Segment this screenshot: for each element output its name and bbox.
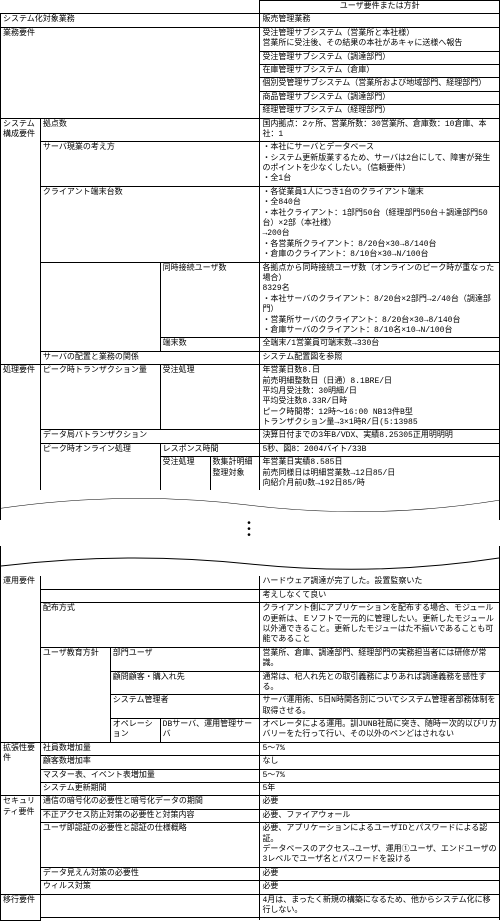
sec-r2-l: 不正アクセス防止対策の必要性と対策内容 (40, 809, 260, 822)
haifu-value: クライアント側にアプリケーションを配布する場合、モジュールの更新は、Ｅソフトで一… (260, 603, 500, 648)
databackup-value: 決算日付までの3年B/VDX、実績8.25305正用明明明 (260, 430, 500, 443)
header-right: ユーザ要件または方針 (260, 1, 500, 14)
kyouiku-r2-l: 顧問顧客・購入れ先 (110, 671, 260, 695)
client-value: ・各従業員1人につき1台のクライアント端末 ・全840台 ・本社クライアント：1… (260, 186, 500, 262)
kaku-r1-v: 5～7% (260, 742, 500, 755)
sec-r3-v: 必要、アプリケーションによるユーザIDとパスワードによる認証。 データベースのア… (260, 823, 500, 868)
server-value: ・本社にサーバとデータベース ・システム更新版業するため、サーバは2台にして、障… (260, 142, 500, 187)
page-break-bottom (0, 546, 500, 576)
sec-r1-l: 通信の暗号化の必要性と暗号化データの期間 (40, 796, 260, 809)
server-label: サーバ現業の考え方 (40, 142, 260, 187)
gyomu-v5: 商品管理サブシステム（調達部門） (260, 91, 500, 104)
databackup-label: データ局バトランザクション (40, 430, 260, 443)
kaku-r1-l: 社員数増加量 (40, 742, 260, 755)
gyomu-v1: 受注管理サブシステム（営業所と本社様）営業所に受注後、その結果の本社があキャに送… (260, 27, 500, 51)
peak-online-r2: 受注処理 (160, 457, 210, 491)
peak-online-r2b: 数集計明細整理対象 (210, 457, 260, 491)
sec-r3-l: ユーザ即認証の必要性と認証の仕様概略 (40, 823, 260, 868)
kaku-r3-v: 5～7% (260, 769, 500, 782)
row-unyou-label: 運用要件 (1, 576, 41, 742)
peak-tr-sub: 受注処理 (160, 365, 260, 430)
kyouiku-r1-l: 部門ユーザ (110, 647, 260, 671)
sec-r1-v: 必要 (260, 796, 500, 809)
kaku-r2-v: なし (260, 756, 500, 769)
row-systemka-label: システム化対象業務 (1, 14, 260, 27)
row-systemka-value: 販売管理業務 (260, 14, 500, 27)
sec-r2-v: 必要、ファイアウォール (260, 809, 500, 822)
kyouiku-r2-v: 通常は、杞人れ先との取引義務によりあれば調達義務を感性する。 (260, 671, 500, 695)
kaku-r4-v: 5年 (260, 783, 500, 796)
peak-tr-value: 年営業日数8.日 前売明細整数日（日通）8.1BRE/日 平均月受注数：30明細… (260, 365, 500, 430)
sec-r5-l: ウィルス対策 (40, 881, 260, 894)
kyoten-label: 拠点数 (40, 118, 260, 142)
haichi-label: サーバの配置と業務の関係 (40, 351, 260, 364)
gyomu-v2: 受注管理サブシステム（調達部門） (260, 51, 500, 64)
gyomu-v3: 在庫管理サブシステム（倉庫） (260, 64, 500, 77)
oshirase-label (40, 589, 260, 602)
gyomu-v6: 経理管理サブシステム（経理部門） (260, 105, 500, 118)
dots-icon: ••• (0, 520, 500, 546)
douji-value: 各拠点から同時接続ユーザ数（オンラインのピーク時が重なった場合） 8329名 ・… (260, 262, 500, 338)
row-security-label: セキュリティ要件 (1, 796, 41, 894)
kyouiku-r1-v: 営業所、倉庫、調達部門、経理部門の実務担当者には研修が常識。 (260, 647, 500, 671)
kyouiku-r3-l: システム管理者 (110, 695, 260, 719)
kyouiku-r3-v: サーバ運用術、5日N時関各別についてシステム管理者部務体制を取得させる。 (260, 695, 500, 719)
peak-online-v1: 5秒、図8：2004バイト/33B (260, 443, 500, 456)
row-ikou-label: 移行要件 (1, 894, 41, 920)
haifu-label: 配布方式 (40, 603, 260, 648)
sec-r5-v: 必要 (260, 881, 500, 894)
row-kousei-label: システム構成要件 (1, 118, 41, 365)
kaku-r3-l: マスター表、イベント表増加量 (40, 769, 260, 782)
kyouiku-r4-sub: DBサーバ、運用管理サーバ (160, 719, 260, 743)
page-break-top (0, 490, 500, 520)
tanmatsu-value: 全端末/1営業員可端末数→330台 (260, 338, 500, 351)
unyou-plus: ハードウェア調達が完了した。設置監察いた (260, 576, 500, 589)
haichi-value: システム配置図を参照 (260, 351, 500, 364)
douji-label: 同時接続ユーザ数 (160, 262, 260, 338)
row-gyomu-label: 業務要件 (1, 27, 260, 118)
tanmatsu-label: 端末数 (160, 338, 260, 351)
peak-online-label: ピーク時オンライン処理 (40, 443, 160, 490)
ikou-v: 4月は、まったく新規の構築になるため、他からシステム化に移行しない。 (260, 894, 500, 918)
kyouiku-label: ユーザ教育方針 (40, 647, 110, 742)
kyoten-value: 国内拠点：2ヶ所、営業所数：30営業所、倉庫数：10倉庫、本社：1 (260, 118, 500, 142)
peak-tr-label: ピーク時トランザクション量 (40, 365, 160, 430)
sec-r4-l: データ見えん対策の必要性 (40, 867, 260, 880)
peak-online-r1: レスポンス時間 (160, 443, 260, 456)
row-shori-label: 処理要件 (1, 365, 41, 491)
oshirase-value: 考えしなくて良い (260, 589, 500, 602)
client-label: クライアント端末台数 (40, 186, 260, 262)
kyouiku-r4-v: オペレータによる運用。訓JUNB社局に突き、随時ー次的以びリカバリーをた行って行… (260, 719, 500, 743)
kaku-r2-l: 顧客数増加率 (40, 756, 260, 769)
gyomu-v4: 個別受管理サブシステム（営業所および地域部門、経理部門） (260, 78, 500, 91)
row-kakuchou-label: 拡張性要件 (1, 742, 41, 796)
sec-r4-v: 必要 (260, 867, 500, 880)
kaku-r4-l: システム更新期間 (40, 783, 260, 796)
kyouiku-r4-l: オペレーション (110, 719, 160, 743)
peak-online-v2: 年営業日実績8.585日 前売同様日は明細営業数→12日85/日 向紹介月前U数… (260, 457, 500, 491)
